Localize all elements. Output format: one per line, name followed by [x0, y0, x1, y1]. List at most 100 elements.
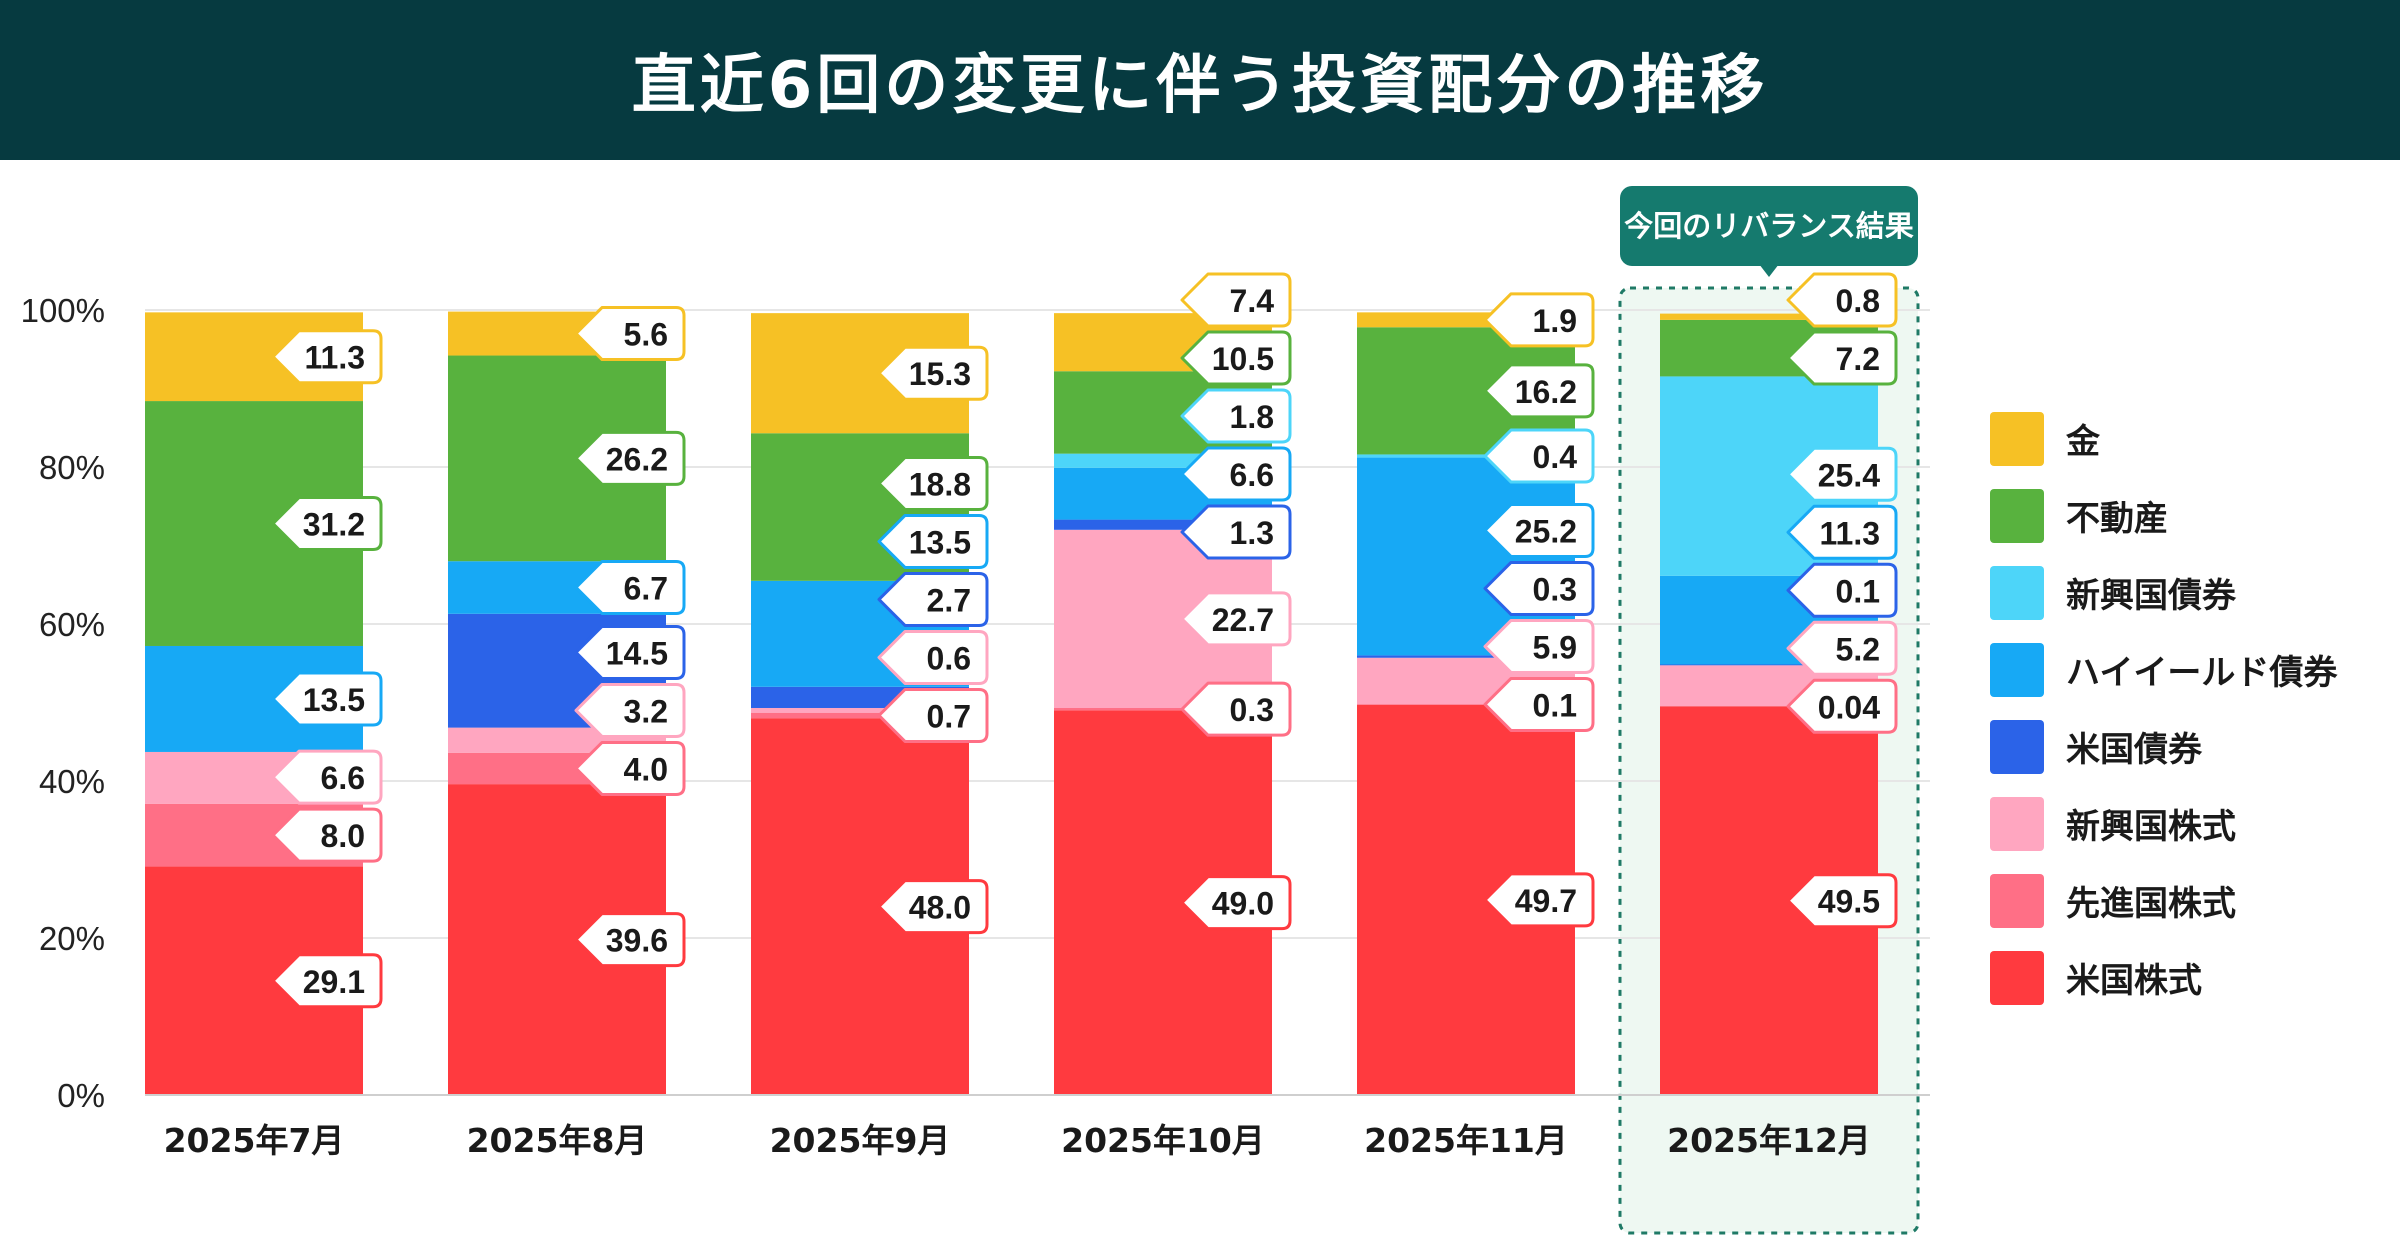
header-banner: 直近6回の変更に伴う投資配分の推移 [0, 0, 2400, 160]
data-label: 18.8 [909, 466, 971, 502]
legend-swatch [1990, 873, 2044, 928]
data-label: 11.3 [304, 340, 365, 376]
legend-swatch [1990, 411, 2044, 466]
data-label-tag [1180, 446, 1292, 502]
data-label: 11.3 [1819, 515, 1880, 551]
data-label: 0.3 [1230, 692, 1274, 728]
data-label-tag [1483, 292, 1595, 348]
data-label: 4.0 [624, 751, 668, 787]
data-label: 2.7 [927, 582, 971, 618]
data-label: 49.0 [1212, 886, 1274, 922]
x-tick-label: 2025年9月 [770, 1121, 951, 1160]
data-label: 0.4 [1533, 439, 1578, 475]
legend-swatch [1990, 642, 2044, 697]
data-label: 3.2 [624, 693, 668, 729]
data-label: 39.6 [606, 923, 668, 959]
y-tick-label: 40% [39, 763, 105, 800]
data-label-tag [1483, 428, 1595, 484]
data-label-tag [1180, 388, 1292, 444]
data-label-tag [271, 671, 383, 727]
data-label: 26.2 [606, 441, 668, 477]
highlight-badge [1620, 186, 1918, 266]
bar-segment [1357, 704, 1575, 705]
data-label-tag [1483, 618, 1595, 674]
bar-segment [1357, 655, 1575, 658]
data-label: 49.5 [1818, 884, 1880, 920]
data-label-tag [1786, 873, 1898, 929]
data-label-tag [877, 687, 989, 743]
data-label: 14.5 [606, 635, 668, 671]
data-label: 49.7 [1515, 883, 1577, 919]
data-label: 0.04 [1818, 689, 1880, 725]
bar-segment [1357, 454, 1575, 458]
legend-label: ハイイールド債券 [2066, 653, 2338, 693]
legend-item: 米国株式 [1990, 939, 2337, 1016]
data-label-tag [1786, 446, 1898, 502]
data-label: 16.2 [1515, 374, 1577, 410]
data-label: 0.1 [1836, 573, 1880, 609]
data-label: 25.2 [1515, 513, 1577, 549]
data-label-tag [1786, 330, 1898, 386]
legend-label: 米国株式 [2066, 961, 2202, 1001]
bar-segment [1660, 664, 1878, 666]
data-label: 0.7 [927, 698, 971, 734]
data-label-tag [574, 430, 686, 486]
data-label-tag [574, 559, 686, 615]
data-label-tag [1786, 504, 1898, 560]
data-label: 7.4 [1230, 283, 1275, 319]
data-label-tag [271, 953, 383, 1009]
data-label: 8.0 [321, 818, 365, 854]
data-label: 10.5 [1212, 341, 1274, 377]
data-label: 1.8 [1230, 399, 1274, 435]
data-label-tag [877, 879, 989, 935]
bar-segment [1054, 707, 1272, 711]
legend-label: 新興国株式 [2066, 807, 2236, 847]
legend-swatch [1990, 719, 2044, 774]
data-label: 0.1 [1533, 687, 1577, 723]
data-label-tag [877, 571, 989, 627]
data-label-tag [271, 329, 383, 385]
data-label-tag [1180, 875, 1292, 931]
data-label-tag [1180, 504, 1292, 560]
y-tick-label: 0% [57, 1077, 105, 1114]
legend-swatch [1990, 950, 2044, 1005]
legend-label: 米国債券 [2066, 730, 2202, 770]
data-label: 0.8 [1836, 283, 1880, 319]
data-label-tag [271, 749, 383, 805]
data-label: 6.7 [624, 570, 668, 606]
data-label-tag [1180, 591, 1292, 647]
data-label: 25.4 [1818, 457, 1880, 493]
data-label-tag [271, 496, 383, 552]
data-label-tag [1483, 560, 1595, 616]
data-label: 1.3 [1230, 515, 1274, 551]
bar-segment [1660, 313, 1878, 320]
data-label-tag [1786, 678, 1898, 734]
data-label-tag [271, 807, 383, 863]
data-label: 22.7 [1212, 602, 1274, 638]
data-label: 0.3 [1533, 571, 1577, 607]
data-label-tag [1483, 363, 1595, 419]
x-tick-label: 2025年7月 [164, 1121, 345, 1160]
legend-item: 米国債券 [1990, 708, 2337, 785]
x-tick-label: 2025年12月 [1667, 1121, 1871, 1160]
data-label: 13.5 [303, 682, 365, 718]
highlight-badge-label: 今回のリバランス結果 [1624, 209, 1913, 243]
data-label: 6.6 [321, 760, 365, 796]
data-label-tag [1483, 872, 1595, 928]
y-tick-label: 100% [21, 292, 105, 329]
data-label-tag [1180, 681, 1292, 737]
data-label: 15.3 [909, 356, 971, 392]
bar-segment [1054, 519, 1272, 530]
page-title: 直近6回の変更に伴う投資配分の推移 [631, 49, 1769, 123]
data-label-tag [1483, 502, 1595, 558]
legend-label: 先進国株式 [2066, 884, 2236, 924]
data-label-tag [877, 455, 989, 511]
x-tick-label: 2025年8月 [467, 1121, 648, 1160]
data-label-tag [574, 624, 686, 680]
legend-label: 新興国債券 [2066, 576, 2236, 616]
data-label-tag [574, 740, 686, 796]
data-label-tag [1180, 330, 1292, 386]
legend-item: ハイイールド債券 [1990, 631, 2337, 708]
legend-item: 金 [1990, 400, 2337, 477]
